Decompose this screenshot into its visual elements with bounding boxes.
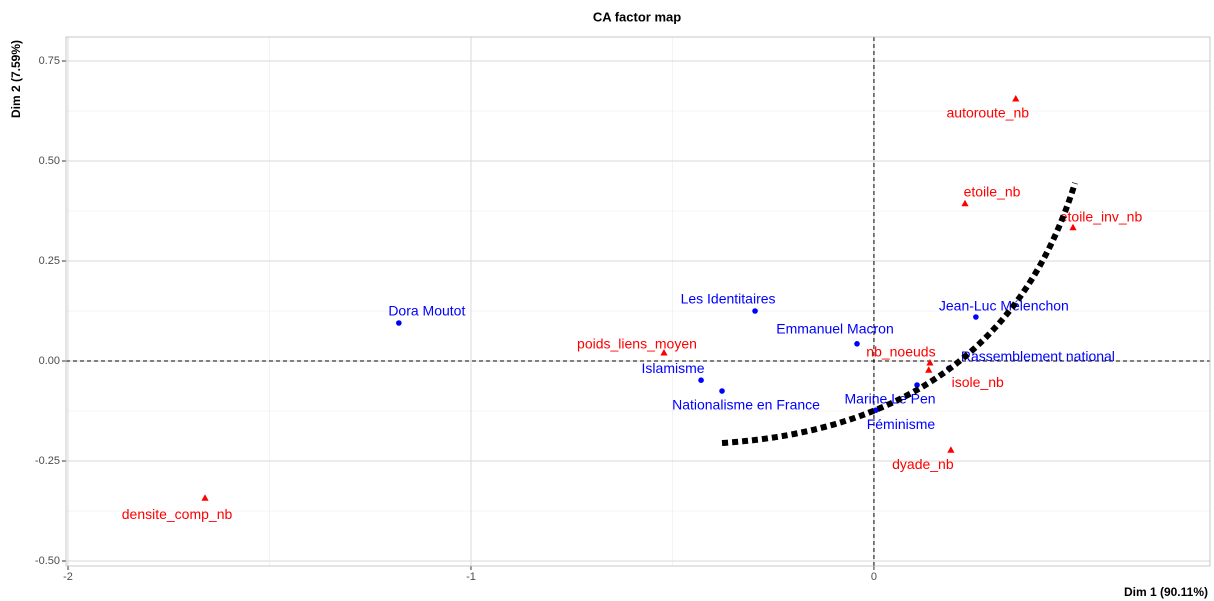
point-label: Marine Le Pen xyxy=(845,391,936,407)
y-tick-label: 0.75 xyxy=(39,55,60,67)
point xyxy=(201,494,209,501)
point-label: Les Identitaires xyxy=(681,291,776,307)
point xyxy=(752,308,758,314)
point xyxy=(947,446,955,453)
x-tick-label: -1 xyxy=(466,571,476,583)
point-label: poids_liens_moyen xyxy=(577,336,697,352)
point-label: etoile_inv_nb xyxy=(1060,209,1143,225)
point xyxy=(660,349,668,356)
point-label: autoroute_nb xyxy=(947,105,1030,121)
point-label: Islamisme xyxy=(642,360,705,376)
x-tick-label: -2 xyxy=(63,571,73,583)
x-axis-title: Dim 1 (90.11%) xyxy=(1124,585,1208,599)
point xyxy=(873,407,879,414)
point xyxy=(1069,223,1077,231)
annotation-curve xyxy=(721,182,1078,446)
point xyxy=(973,314,979,320)
point-label: dyade_nb xyxy=(892,456,954,472)
point-label: densite_comp_nb xyxy=(122,506,233,522)
point xyxy=(925,366,933,373)
chart-title: CA factor map xyxy=(593,9,681,24)
y-tick-label: -0.50 xyxy=(35,555,60,567)
point-label: nb_noeuds xyxy=(866,344,935,360)
point xyxy=(698,377,704,384)
point-label: Jean-Luc Mélenchon xyxy=(939,298,1069,314)
point xyxy=(926,359,934,366)
y-axis-title: Dim 2 (7.59%) xyxy=(9,40,23,118)
point xyxy=(396,320,402,326)
y-tick-label: -0.25 xyxy=(35,455,60,467)
point-label: etoile_nb xyxy=(964,184,1021,200)
point xyxy=(1012,95,1020,102)
point xyxy=(961,199,969,207)
point-label: Féminisme xyxy=(867,416,936,432)
y-tick-label: 0.25 xyxy=(39,255,60,267)
point xyxy=(914,382,920,388)
y-tick-label: 0.50 xyxy=(39,155,60,167)
point xyxy=(719,388,725,394)
point-label: Nationalisme en France xyxy=(672,397,820,413)
point-label: Emmanuel Macron xyxy=(776,321,894,337)
point-label: Rassemblement national xyxy=(961,348,1115,364)
point-label: Dora Moutot xyxy=(388,303,465,319)
panel-border xyxy=(65,36,1211,567)
point-label: isole_nb xyxy=(952,374,1004,390)
point xyxy=(854,341,860,347)
x-tick-label: 0 xyxy=(871,571,877,583)
y-tick-label: 0.00 xyxy=(39,355,60,367)
